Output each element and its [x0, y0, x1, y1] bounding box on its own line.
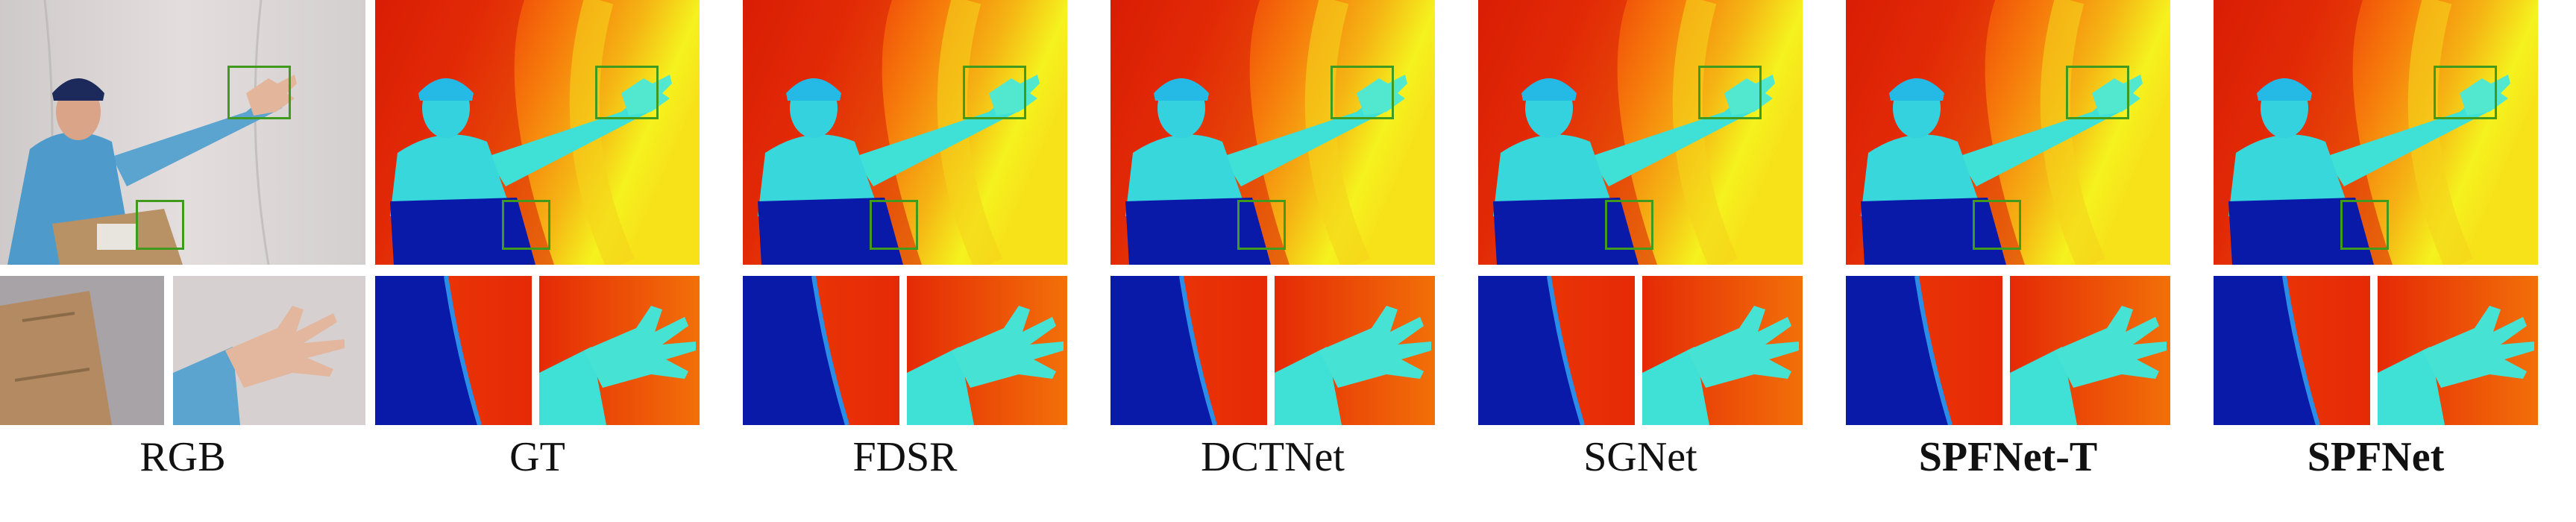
- column-label: RGB: [139, 434, 226, 480]
- column-label: FDSR: [852, 434, 958, 480]
- zoom-box-edge: [1605, 200, 1653, 250]
- column-gt: GT: [375, 0, 700, 522]
- column-sgnet: SGNet: [1478, 0, 1803, 522]
- column-rgb: RGB: [0, 0, 365, 522]
- zoom-box-hand: [227, 66, 291, 119]
- depth-crop-hand: [2010, 276, 2170, 425]
- depth-main-image: [743, 0, 1067, 265]
- column-fdsr: FDSR: [743, 0, 1067, 522]
- column-label: SPFNet-T: [1918, 434, 2098, 480]
- depth-crop-edge: [2214, 276, 2370, 425]
- zoom-box-edge: [870, 200, 918, 250]
- zoom-box-hand: [595, 66, 659, 119]
- depth-main-image: [2214, 0, 2538, 265]
- zoom-box-edge: [1973, 200, 2021, 250]
- depth-crop-edge: [1478, 276, 1635, 425]
- zoom-box-hand: [963, 66, 1026, 119]
- depth-crop-edge: [743, 276, 899, 425]
- rgb-main-image: [0, 0, 365, 265]
- column-label: GT: [509, 434, 565, 480]
- zoom-box-hand: [2434, 66, 2497, 119]
- zoom-box-hand: [1698, 66, 1762, 119]
- depth-crop-hand: [1275, 276, 1435, 425]
- depth-crop-hand: [2378, 276, 2538, 425]
- zoom-box-hand: [2066, 66, 2129, 119]
- depth-crop-edge: [1110, 276, 1267, 425]
- rgb-crop-hand: [173, 276, 365, 425]
- column-label: SGNet: [1583, 434, 1697, 480]
- depth-main-image: [1478, 0, 1803, 265]
- depth-main-image: [1110, 0, 1435, 265]
- depth-crop-edge: [375, 276, 532, 425]
- zoom-box-edge: [136, 200, 184, 250]
- column-label: DCTNet: [1201, 434, 1345, 480]
- depth-main-image: [1846, 0, 2170, 265]
- depth-crop-edge: [1846, 276, 2002, 425]
- depth-crop-hand: [539, 276, 700, 425]
- depth-crop-hand: [1642, 276, 1803, 425]
- column-spfnet-t: SPFNet-T: [1846, 0, 2170, 522]
- column-dctnet: DCTNet: [1110, 0, 1435, 522]
- column-label: SPFNet: [2307, 434, 2445, 480]
- rgb-crop-edge: [0, 276, 164, 425]
- zoom-box-edge: [2340, 200, 2389, 250]
- column-spfnet: SPFNet: [2214, 0, 2538, 522]
- zoom-box-edge: [502, 200, 550, 250]
- zoom-box-edge: [1237, 200, 1286, 250]
- depth-crop-hand: [907, 276, 1067, 425]
- zoom-box-hand: [1331, 66, 1394, 119]
- depth-main-image: [375, 0, 700, 265]
